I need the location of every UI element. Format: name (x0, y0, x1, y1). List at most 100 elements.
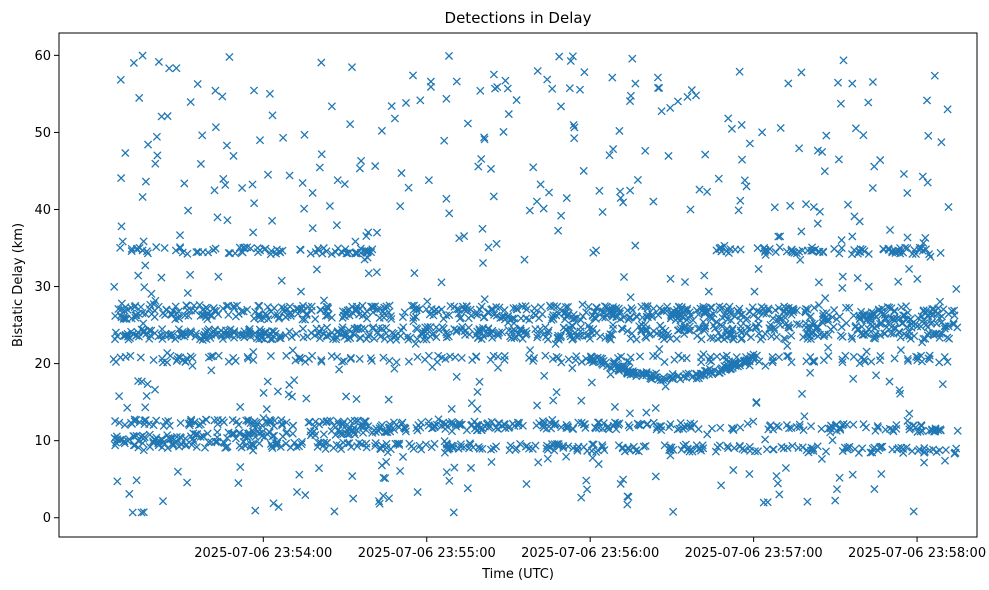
data-point-clutter-498 (545, 301, 555, 310)
data-point-s7-36 (115, 418, 124, 427)
data-point-s7-231 (707, 424, 717, 433)
data-point-s7-225 (359, 421, 368, 430)
data-point-clutter-134 (745, 139, 754, 148)
data-point-s5-62 (272, 249, 281, 258)
data-point-s3-230 (767, 332, 776, 341)
data-point-clutter-470 (752, 398, 761, 408)
data-point-s10-113 (656, 376, 665, 385)
data-point-s7-255 (581, 423, 590, 432)
data-point-clutter-433 (437, 278, 446, 287)
data-point-clutter-429 (377, 126, 386, 135)
data-point-clutter-60 (736, 196, 745, 205)
data-point-clutter-76 (440, 448, 449, 457)
data-point-clutter-88 (919, 238, 928, 248)
data-point-clutter-125 (952, 284, 961, 294)
data-point-clutter-166 (745, 469, 754, 479)
data-point-clutter-454 (625, 409, 634, 418)
data-point-clutter-329 (396, 202, 405, 211)
data-point-clutter-482 (249, 228, 258, 237)
data-point-clutter-198 (633, 175, 642, 184)
data-point-s1-206 (147, 310, 156, 319)
data-point-s7-35 (557, 423, 566, 432)
data-point-s10-130 (651, 373, 660, 382)
data-point-s0-256 (171, 302, 180, 311)
data-point-s5-61 (353, 249, 362, 258)
data-point-s8-181 (807, 443, 816, 452)
data-point-clutter-120 (686, 205, 695, 214)
data-point-s9-77 (198, 432, 208, 441)
data-point-clutter-13 (452, 77, 461, 86)
data-point-clutter-380 (772, 421, 781, 430)
data-point-s1-135 (828, 313, 837, 322)
data-point-s9-94 (191, 430, 200, 439)
data-point-s7-39 (666, 420, 675, 429)
data-point-s7-230 (322, 418, 331, 427)
data-point-clutter-331 (123, 403, 132, 412)
data-point-s7-245 (716, 423, 725, 432)
data-point-s1-153 (355, 310, 364, 319)
data-point-clutter-153 (869, 333, 878, 343)
data-point-s7-216 (683, 422, 692, 431)
data-point-clutter-135 (616, 479, 625, 488)
data-point-clutter-410 (749, 310, 758, 320)
data-point-s9-133 (370, 426, 379, 435)
data-point-clutter-317 (608, 73, 617, 82)
data-point-s3-237 (729, 334, 738, 343)
data-point-clutter-41 (183, 288, 192, 298)
data-point-clutter-193 (896, 346, 905, 355)
data-point-clutter-271 (255, 136, 265, 145)
data-point-clutter-129 (549, 396, 558, 405)
data-point-clutter-278 (891, 248, 900, 258)
data-point-s4-24 (541, 351, 550, 360)
data-point-s9-122 (157, 435, 166, 444)
data-point-s4-87 (787, 358, 796, 367)
data-point-s7-214 (353, 416, 362, 425)
data-point-s0-190 (277, 303, 286, 312)
data-point-clutter-219 (308, 224, 317, 233)
data-point-s9-104 (399, 423, 409, 432)
data-point-s8-196 (377, 441, 387, 450)
data-point-s10-133 (702, 366, 711, 375)
data-point-s5-35 (239, 243, 248, 253)
data-point-clutter-327 (342, 331, 351, 340)
data-point-s7-205 (764, 425, 773, 434)
data-point-clutter-185 (848, 79, 857, 88)
data-point-s3-195 (391, 331, 400, 340)
data-point-s3-244 (781, 335, 790, 344)
data-point-clutter-123 (631, 241, 640, 250)
data-point-s3-249 (570, 328, 579, 337)
data-point-clutter-136 (298, 178, 307, 188)
data-point-s8-231 (290, 438, 299, 447)
data-point-s1-84 (781, 313, 790, 322)
data-point-s9-147 (229, 429, 238, 438)
data-point-clutter-488 (142, 391, 151, 401)
data-point-s8-245 (802, 446, 811, 455)
data-point-s8-213 (583, 446, 592, 455)
data-point-s2-235 (298, 324, 308, 333)
data-point-s1-6 (787, 310, 796, 319)
data-point-s0-211 (415, 305, 424, 314)
data-point-s1-171 (362, 314, 372, 323)
data-point-s5-48 (343, 249, 352, 258)
data-point-clutter-458 (592, 447, 601, 457)
data-point-s2-80 (623, 327, 632, 336)
data-point-s1-167 (688, 316, 698, 325)
data-point-s0-130 (755, 307, 764, 316)
data-point-s3-34 (518, 334, 527, 343)
data-point-s4-113 (548, 354, 557, 364)
data-point-clutter-371 (154, 57, 163, 66)
data-point-s0-251 (412, 306, 421, 315)
data-point-s4-6 (457, 353, 466, 363)
data-point-s3-228 (315, 334, 324, 343)
data-point-s0-223 (222, 302, 231, 311)
data-point-clutter-382 (701, 150, 710, 159)
data-point-clutter-346 (619, 272, 629, 282)
data-point-s7-61 (795, 423, 804, 432)
data-point-clutter-388 (838, 283, 847, 293)
data-point-clutter-24 (218, 92, 227, 101)
data-point-s7-179 (130, 415, 139, 424)
data-point-s10-132 (694, 374, 704, 383)
data-point-s1-254 (206, 311, 215, 320)
